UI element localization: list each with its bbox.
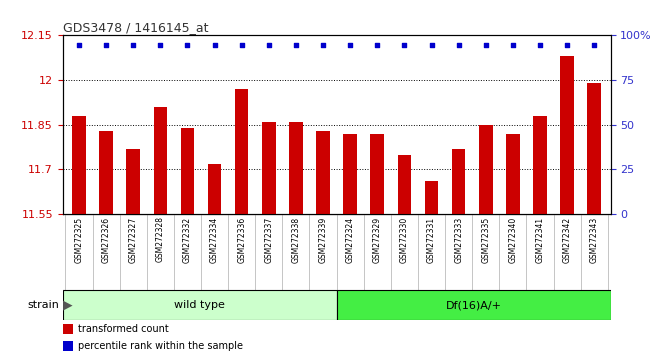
Text: GSM272327: GSM272327: [129, 216, 138, 263]
Bar: [63, 324, 73, 335]
Bar: [235, 89, 248, 214]
Text: GSM272343: GSM272343: [590, 216, 599, 263]
Text: ▶: ▶: [59, 299, 73, 312]
Text: strain: strain: [28, 300, 59, 310]
Bar: [343, 134, 357, 214]
Bar: [452, 149, 465, 214]
Point: [182, 42, 193, 48]
Point: [535, 42, 545, 48]
Text: GSM272339: GSM272339: [319, 216, 327, 263]
Point: [290, 42, 301, 48]
Bar: [262, 122, 276, 214]
Text: GSM272335: GSM272335: [481, 216, 490, 263]
Bar: [533, 116, 546, 214]
Bar: [127, 149, 140, 214]
Text: GSM272341: GSM272341: [535, 216, 544, 263]
Point: [426, 42, 437, 48]
Point: [589, 42, 599, 48]
Bar: [587, 83, 601, 214]
Point: [236, 42, 247, 48]
Bar: [397, 155, 411, 214]
Text: GSM272324: GSM272324: [346, 216, 354, 263]
Text: GSM272332: GSM272332: [183, 216, 192, 263]
Text: GSM272334: GSM272334: [210, 216, 219, 263]
Bar: [154, 107, 167, 214]
Text: GSM272326: GSM272326: [102, 216, 111, 263]
Text: GSM272336: GSM272336: [237, 216, 246, 263]
Text: GSM272333: GSM272333: [454, 216, 463, 263]
Bar: [289, 122, 303, 214]
Bar: [181, 128, 194, 214]
Bar: [370, 134, 384, 214]
Point: [508, 42, 518, 48]
Text: GDS3478 / 1416145_at: GDS3478 / 1416145_at: [63, 21, 208, 34]
Bar: [479, 125, 492, 214]
Point: [74, 42, 84, 48]
Bar: [72, 116, 86, 214]
Bar: [425, 181, 438, 214]
Point: [345, 42, 356, 48]
Bar: [506, 134, 519, 214]
Text: GSM272337: GSM272337: [264, 216, 273, 263]
Point: [453, 42, 464, 48]
Text: GSM272340: GSM272340: [508, 216, 517, 263]
Point: [209, 42, 220, 48]
Bar: [99, 131, 113, 214]
Text: GSM272329: GSM272329: [373, 216, 381, 263]
Bar: [63, 290, 337, 320]
Text: GSM272342: GSM272342: [562, 216, 572, 263]
Text: GSM272338: GSM272338: [292, 216, 300, 263]
Point: [562, 42, 572, 48]
Text: Df(16)A/+: Df(16)A/+: [446, 300, 502, 310]
Text: GSM272328: GSM272328: [156, 216, 165, 262]
Bar: [63, 341, 73, 351]
Text: wild type: wild type: [174, 300, 225, 310]
Point: [480, 42, 491, 48]
Point: [399, 42, 410, 48]
Point: [372, 42, 383, 48]
Text: transformed count: transformed count: [78, 325, 169, 335]
Point: [317, 42, 328, 48]
Text: GSM272331: GSM272331: [427, 216, 436, 263]
Point: [155, 42, 166, 48]
Text: percentile rank within the sample: percentile rank within the sample: [78, 341, 243, 351]
Point: [263, 42, 274, 48]
Bar: [337, 290, 610, 320]
Text: GSM272330: GSM272330: [400, 216, 409, 263]
Point: [128, 42, 139, 48]
Text: GSM272325: GSM272325: [75, 216, 83, 263]
Bar: [560, 56, 574, 214]
Bar: [316, 131, 330, 214]
Bar: [208, 164, 221, 214]
Point: [101, 42, 112, 48]
